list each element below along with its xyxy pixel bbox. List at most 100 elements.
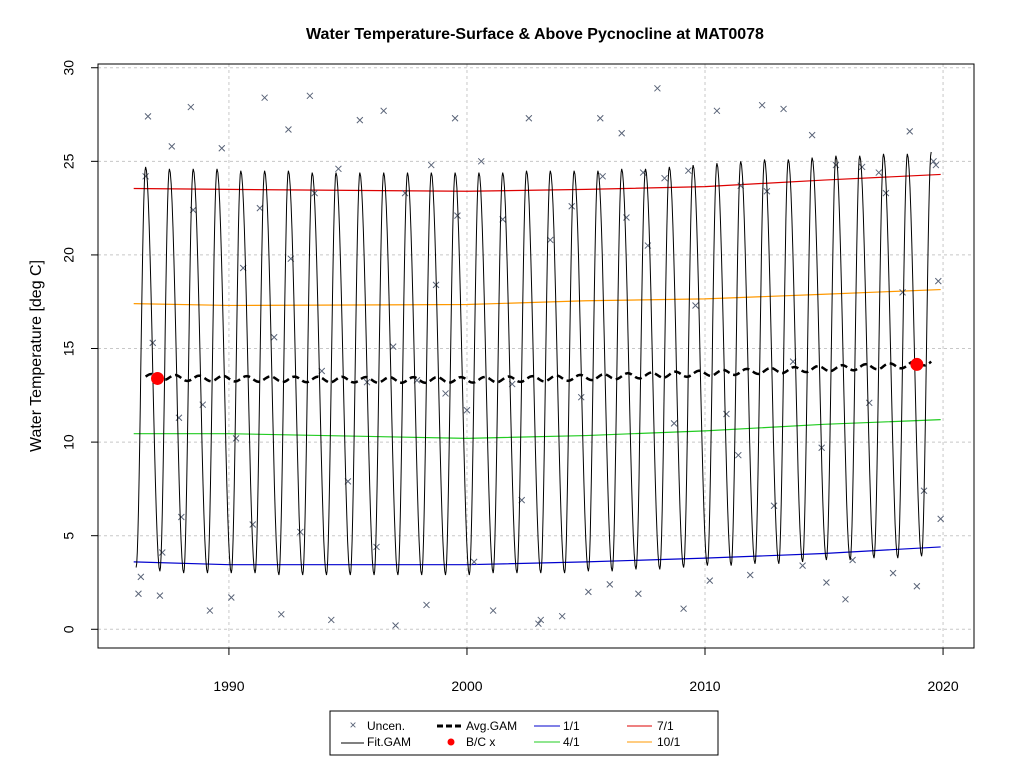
uncensored-point [654, 84, 661, 92]
uncensored-point [858, 163, 866, 171]
uncensored-point [842, 595, 849, 603]
chart-title: Water Temperature-Surface & Above Pycnoc… [306, 26, 764, 43]
bc-points [151, 357, 924, 385]
uncensored-point [525, 114, 533, 122]
uncensored-point [932, 161, 940, 169]
x-tick-label: 2020 [927, 678, 958, 694]
uncensored-point [142, 172, 149, 180]
uncensored-point [187, 103, 195, 111]
uncensored-point [158, 549, 166, 556]
day-lines [133, 173, 941, 566]
uncensored-point [770, 502, 778, 510]
bc-point [151, 371, 165, 385]
uncensored-point [470, 558, 478, 566]
uncensored-point [249, 521, 257, 528]
uncensored-point [389, 343, 397, 350]
uncensored-point [392, 622, 399, 629]
uncensored-point [937, 515, 945, 523]
uncensored-point [423, 601, 430, 609]
uncensored-point [546, 236, 554, 244]
legend: × Uncen. Fit.GAM Avg.GAM B/C x 1/1 4/1 7… [329, 710, 719, 756]
uncensored-point [327, 616, 335, 624]
uncensored-point [799, 562, 806, 569]
legend-d101-label: 10/1 [657, 735, 681, 749]
y-tick-label: 5 [61, 532, 77, 540]
uncensored-point [618, 129, 626, 137]
uncensored-point [585, 588, 592, 596]
y-tick-label: 25 [61, 153, 77, 169]
uncensored-point [734, 451, 742, 459]
uncensored-point [577, 393, 585, 401]
bc-point [910, 357, 924, 371]
uncensored-point [306, 92, 314, 100]
uncensored-point [930, 157, 937, 165]
uncensored-point [451, 114, 459, 122]
legend-bc-marker [447, 738, 455, 746]
uncensored-point [206, 607, 214, 614]
uncensored-point [270, 333, 278, 341]
uncensored-point [149, 339, 157, 347]
uncensored-point [175, 414, 183, 422]
uncensored-point [706, 577, 714, 584]
uncensored-point [356, 116, 364, 124]
uncensored-point [232, 435, 240, 442]
uncensored-point [832, 161, 840, 169]
uncensored-point [373, 543, 380, 551]
x-axis: 1990 2000 2010 2020 [213, 647, 959, 694]
uncensored-point [144, 113, 152, 120]
uncensored-point [684, 167, 692, 175]
y-axis-title: Water Temperature [deg C] [28, 260, 45, 452]
uncensored-point [599, 172, 607, 180]
uncensored-point [168, 143, 176, 150]
uncensored-point [489, 607, 497, 614]
uncensored-point [535, 620, 542, 628]
uncensored-point [670, 420, 678, 427]
uncensored-point [442, 390, 449, 397]
fit-gam-series [135, 151, 932, 576]
uncensored-point [135, 590, 142, 598]
uncensored-point [635, 590, 642, 598]
y-axis: 0 5 10 15 20 25 30 [61, 60, 99, 633]
avg-gam-series [144, 360, 933, 385]
uncensored-point [277, 610, 285, 618]
uncensored-point [906, 128, 914, 135]
uncensored-point [889, 569, 897, 577]
uncensored-point [261, 94, 268, 102]
y-tick-label: 15 [61, 341, 77, 357]
y-tick-label: 0 [61, 625, 77, 633]
x-tick-label: 2000 [451, 678, 482, 694]
uncensored-point [568, 202, 576, 210]
uncensored-point [606, 581, 614, 588]
y-tick-label: 20 [61, 247, 77, 263]
fit-gam-line [135, 151, 932, 576]
uncensored-point [623, 214, 630, 221]
uncensored-point [156, 592, 164, 599]
legend-uncen-marker: × [349, 718, 356, 732]
avg-gam-line [144, 360, 933, 385]
legend-d71-label: 7/1 [657, 719, 674, 733]
legend-avg-label: Avg.GAM [466, 719, 517, 733]
uncensored-point [335, 165, 342, 173]
legend-d41-label: 4/1 [563, 735, 580, 749]
y-tick-label: 30 [61, 60, 77, 76]
y-tick-label: 10 [61, 434, 77, 450]
day-line-d11 [133, 546, 941, 566]
uncensored-point [477, 157, 485, 165]
uncensored-point [285, 126, 292, 133]
uncensored-point [692, 302, 699, 309]
uncensored-point [454, 212, 461, 219]
uncensored-point [296, 528, 304, 536]
uncensored-point [463, 406, 471, 414]
day-line-d101 [133, 288, 941, 307]
uncensored-point [875, 169, 883, 176]
uncensored-point [227, 594, 235, 601]
legend-box [329, 710, 719, 756]
uncensored-point [177, 513, 185, 521]
uncensored-point [780, 105, 787, 113]
uncensored-point [256, 204, 264, 212]
uncensored-point [680, 605, 687, 613]
uncensored-point [808, 131, 816, 139]
uncensored-point [913, 582, 921, 590]
uncensored-point [823, 579, 830, 586]
